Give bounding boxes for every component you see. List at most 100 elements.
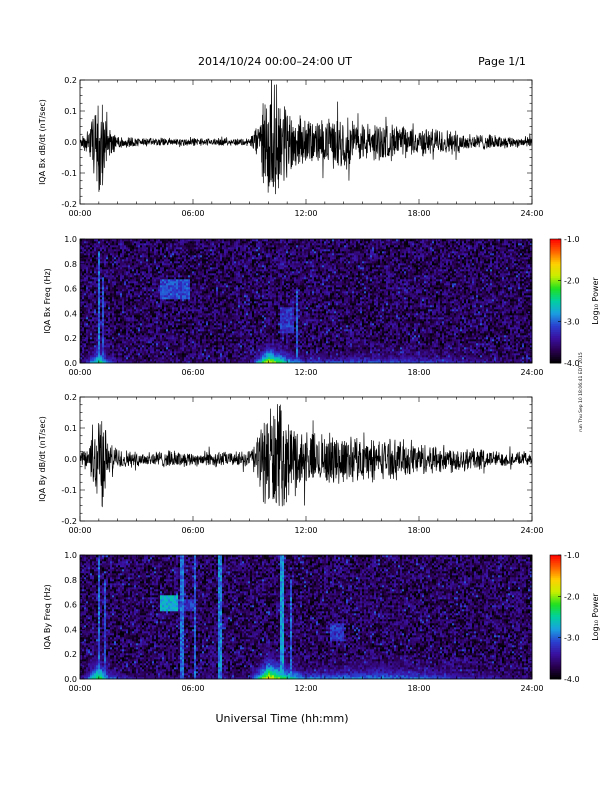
spectrogram-cell [122, 295, 124, 297]
spectrogram-cell [94, 349, 96, 351]
spectrogram-cell [190, 279, 192, 281]
spectrogram-cell [106, 339, 108, 341]
spectrogram-cell [136, 257, 138, 259]
spectrogram-cell [194, 303, 196, 305]
spectrogram-cell [160, 331, 162, 333]
spectrogram-cell [230, 333, 232, 335]
spectrogram-cell [224, 333, 226, 335]
spectrogram-cell [94, 245, 96, 247]
spectrogram-cell [126, 285, 128, 287]
spectrogram-cell [218, 359, 220, 361]
spectrogram-cell [118, 339, 120, 341]
spectrogram-cell [236, 331, 238, 333]
spectrogram-cell [208, 337, 210, 339]
spectrogram-cell [200, 275, 202, 277]
spectrogram-cell [164, 291, 166, 293]
spectrogram-cell [128, 351, 130, 353]
spectrogram-cell [194, 319, 196, 321]
spectrogram-cell [118, 303, 120, 305]
spectrogram-cell [134, 323, 136, 325]
spectrogram-cell [162, 283, 164, 285]
spectrogram-cell [106, 273, 108, 275]
spectrogram-cell [190, 333, 192, 335]
spectrogram-cell [234, 265, 236, 267]
spectrogram-cell [148, 305, 150, 307]
spectrogram-cell [112, 321, 114, 323]
spectrogram-cell [90, 263, 92, 265]
spectrogram-cell [118, 325, 120, 327]
spectrogram-cell [210, 283, 212, 285]
spectrogram-cell [218, 261, 220, 263]
spectrogram-cell [130, 303, 132, 305]
spectrogram-cell [140, 273, 142, 275]
spectrogram-cell [224, 273, 226, 275]
spectrogram-cell [232, 245, 234, 247]
spectrogram-cell [186, 285, 188, 287]
spectrogram-cell [214, 247, 216, 249]
spectrogram-cell [212, 337, 214, 339]
spectrogram-cell [128, 293, 130, 295]
spectrogram-cell [162, 245, 164, 247]
spectrogram-cell [96, 263, 98, 265]
spectrogram-cell [220, 303, 222, 305]
spectrogram-cell [172, 345, 174, 347]
spectrogram-cell [102, 327, 104, 329]
spectrogram-cell [178, 275, 180, 277]
spectrogram-cell [82, 255, 84, 257]
spectrogram-cell [138, 333, 140, 335]
spectrogram-cell [148, 287, 150, 289]
spectrogram-cell [100, 341, 102, 343]
spectrogram-cell [158, 293, 160, 295]
spectrogram-cell [224, 249, 226, 251]
spectrogram-cell [176, 265, 178, 267]
spectrogram-cell [84, 257, 86, 259]
spectrogram-cell [190, 349, 192, 351]
spectrogram-cell [182, 327, 184, 329]
spectrogram-cell [154, 357, 156, 359]
spectrogram-cell [198, 267, 200, 269]
spectrogram-cell [88, 251, 90, 253]
spectrogram-cell [202, 301, 204, 303]
spectrogram-cell [98, 315, 100, 317]
spectrogram-cell [214, 251, 216, 253]
spectrogram-cell [136, 259, 138, 261]
spectrogram-cell [110, 323, 112, 325]
spectrogram-cell [214, 317, 216, 319]
spectrogram-cell [116, 317, 118, 319]
spectrogram-cell [126, 345, 128, 347]
spectrogram-cell [170, 341, 172, 343]
spectrogram-cell [222, 359, 224, 361]
spectrogram-cell [192, 249, 194, 251]
spectrogram-cell [120, 285, 122, 287]
spectrogram-cell [216, 295, 218, 297]
spectrogram-cell [232, 279, 234, 281]
spectrogram-cell [206, 333, 208, 335]
spectrogram-cell [110, 337, 112, 339]
spectrogram-cell [114, 341, 116, 343]
spectrogram-cell [84, 321, 86, 323]
spectrogram-cell [230, 355, 232, 357]
spectrogram-cell [86, 293, 88, 295]
spectrogram-cell [230, 251, 232, 253]
spectrogram-cell [160, 335, 162, 337]
spectrogram-cell [208, 251, 210, 253]
spectrogram-cell [224, 319, 226, 321]
spectrogram-cell [94, 301, 96, 303]
spectrogram-cell [168, 269, 170, 271]
spectrogram-cell [166, 313, 168, 315]
spectrogram-cell [96, 261, 98, 263]
spectrogram-cell [164, 251, 166, 253]
spectrogram-cell [156, 285, 158, 287]
spectrogram-cell [204, 323, 206, 325]
spectrogram-cell [116, 273, 118, 275]
spectrogram-cell [166, 333, 168, 335]
spectrogram-cell [94, 275, 96, 277]
spectrogram-cell [120, 271, 122, 273]
spectrogram-cell [228, 307, 230, 309]
spectrogram-cell [174, 327, 176, 329]
spectrogram-cell [104, 243, 106, 245]
spectrogram-cell [182, 281, 184, 283]
spectrogram-cell [200, 315, 202, 317]
spectrogram-cell [138, 255, 140, 257]
spectrogram-cell [90, 335, 92, 337]
